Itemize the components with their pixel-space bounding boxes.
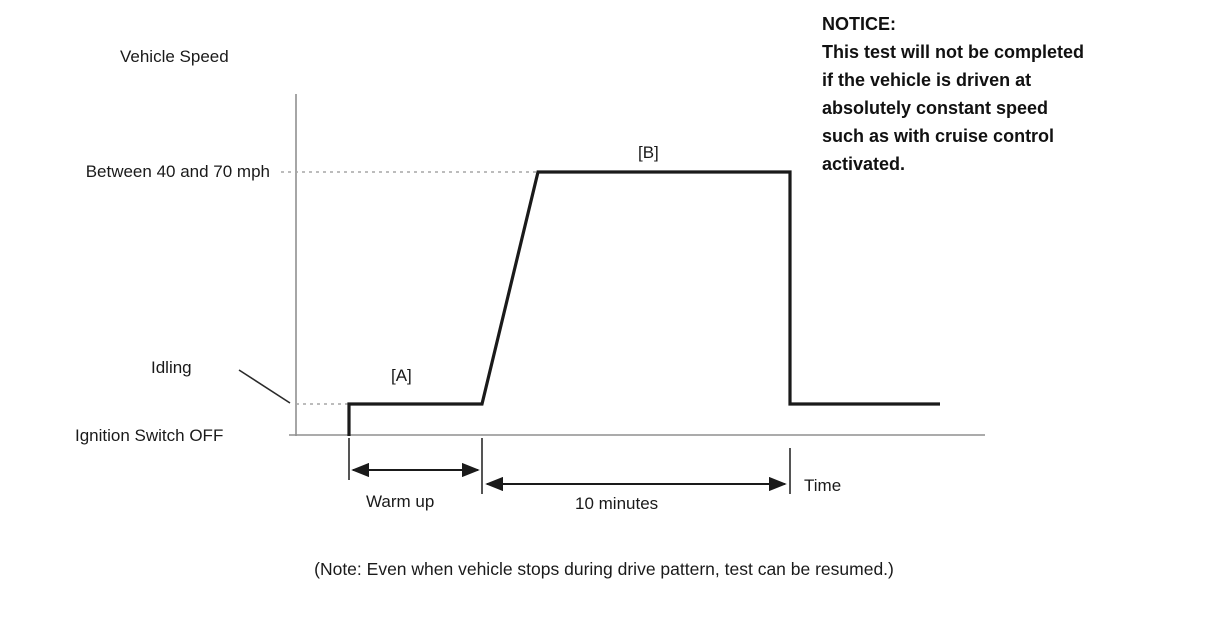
y-axis-label: Vehicle Speed xyxy=(120,47,229,66)
idling-pointer-line xyxy=(238,369,291,404)
warm-up-label: Warm up xyxy=(366,492,435,511)
idling-label: Idling xyxy=(151,358,192,377)
speed-profile-line xyxy=(347,170,940,436)
notice-line: This test will not be completed xyxy=(822,42,1085,62)
notice-line: such as with cruise control xyxy=(822,126,1055,146)
notice-title: NOTICE: xyxy=(822,14,896,34)
ten-minutes-label: 10 minutes xyxy=(575,494,659,513)
notice-line: activated. xyxy=(822,154,906,174)
time-axis-label: Time xyxy=(804,476,842,495)
footnote: (Note: Even when vehicle stops during dr… xyxy=(314,559,894,579)
segment-b-label: [B] xyxy=(638,143,659,162)
segment-a-label: [A] xyxy=(391,366,412,385)
notice-line: absolutely constant speed xyxy=(822,98,1049,118)
notice-block: NOTICE: This test will not be completed … xyxy=(822,10,1198,178)
notice-line: if the vehicle is driven at xyxy=(822,70,1032,90)
upper-level-label: Between 40 and 70 mph xyxy=(85,162,270,181)
ignition-switch-off-label: Ignition Switch OFF xyxy=(75,426,224,445)
